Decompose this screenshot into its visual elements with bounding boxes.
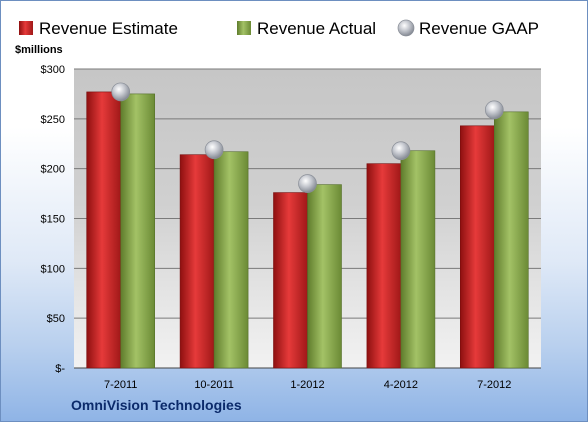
actual-bar [307, 184, 342, 369]
legend-swatch [19, 21, 33, 35]
actual-bar [213, 151, 249, 369]
x-tick-label: 10-2011 [194, 379, 234, 391]
y-tick-label: $100 [41, 263, 65, 275]
legend-label: Revenue Actual [257, 19, 376, 38]
gaap-marker [204, 140, 224, 160]
x-tick-label: 1-2012 [290, 379, 324, 391]
legend-marker [397, 19, 415, 37]
x-tick-label: 7-2011 [104, 379, 137, 391]
legend-label: Revenue GAAP [419, 19, 539, 38]
y-tick-label: $300 [41, 64, 65, 76]
gaap-marker [111, 82, 131, 102]
x-axis: 7-2011 10-2011 1-2012 4-2012 7-2012 [104, 379, 511, 391]
y-tick-label: $200 [41, 164, 65, 176]
actual-bar [120, 93, 155, 369]
y-tick-label: $150 [41, 214, 65, 226]
estimate-bar [273, 192, 308, 369]
legend: Revenue Estimate Revenue Actual Revenue GA… [19, 19, 539, 38]
bars [86, 91, 529, 369]
x-tick-label: 7-2012 [477, 379, 511, 391]
y-tick-label: $50 [47, 313, 65, 325]
estimate-bar [86, 91, 121, 369]
y-unit-label: $millions [15, 44, 63, 56]
gaap-marker [298, 174, 317, 193]
gaap-marker [391, 141, 411, 161]
actual-bar [400, 150, 436, 369]
company-name: OmniVision Technologies [71, 397, 242, 413]
estimate-bar [459, 125, 495, 369]
y-axis: $- $50 $100 $150 $200 $250 $300 [41, 64, 66, 375]
legend-swatch [237, 21, 251, 35]
legend-label: Revenue Estimate [39, 19, 178, 38]
gaap-marker [484, 100, 504, 120]
estimate-bar [366, 163, 402, 369]
estimate-bar [179, 154, 215, 369]
actual-bar [493, 111, 529, 369]
y-tick-label: $250 [41, 114, 65, 126]
gaap-markers [111, 82, 504, 193]
y-tick-label: $- [55, 363, 65, 375]
x-tick-label: 4-2012 [384, 379, 418, 391]
